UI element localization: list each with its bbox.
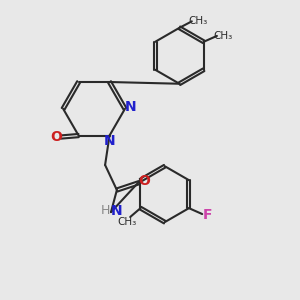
Text: CH₃: CH₃ — [189, 16, 208, 26]
Text: N: N — [104, 134, 115, 148]
Text: O: O — [50, 130, 62, 144]
Text: N: N — [124, 100, 136, 114]
Text: O: O — [138, 174, 150, 188]
Text: F: F — [203, 208, 212, 222]
Text: CH₃: CH₃ — [118, 217, 137, 227]
Text: N: N — [110, 204, 122, 218]
Text: CH₃: CH₃ — [214, 31, 233, 41]
Text: H: H — [101, 204, 110, 217]
